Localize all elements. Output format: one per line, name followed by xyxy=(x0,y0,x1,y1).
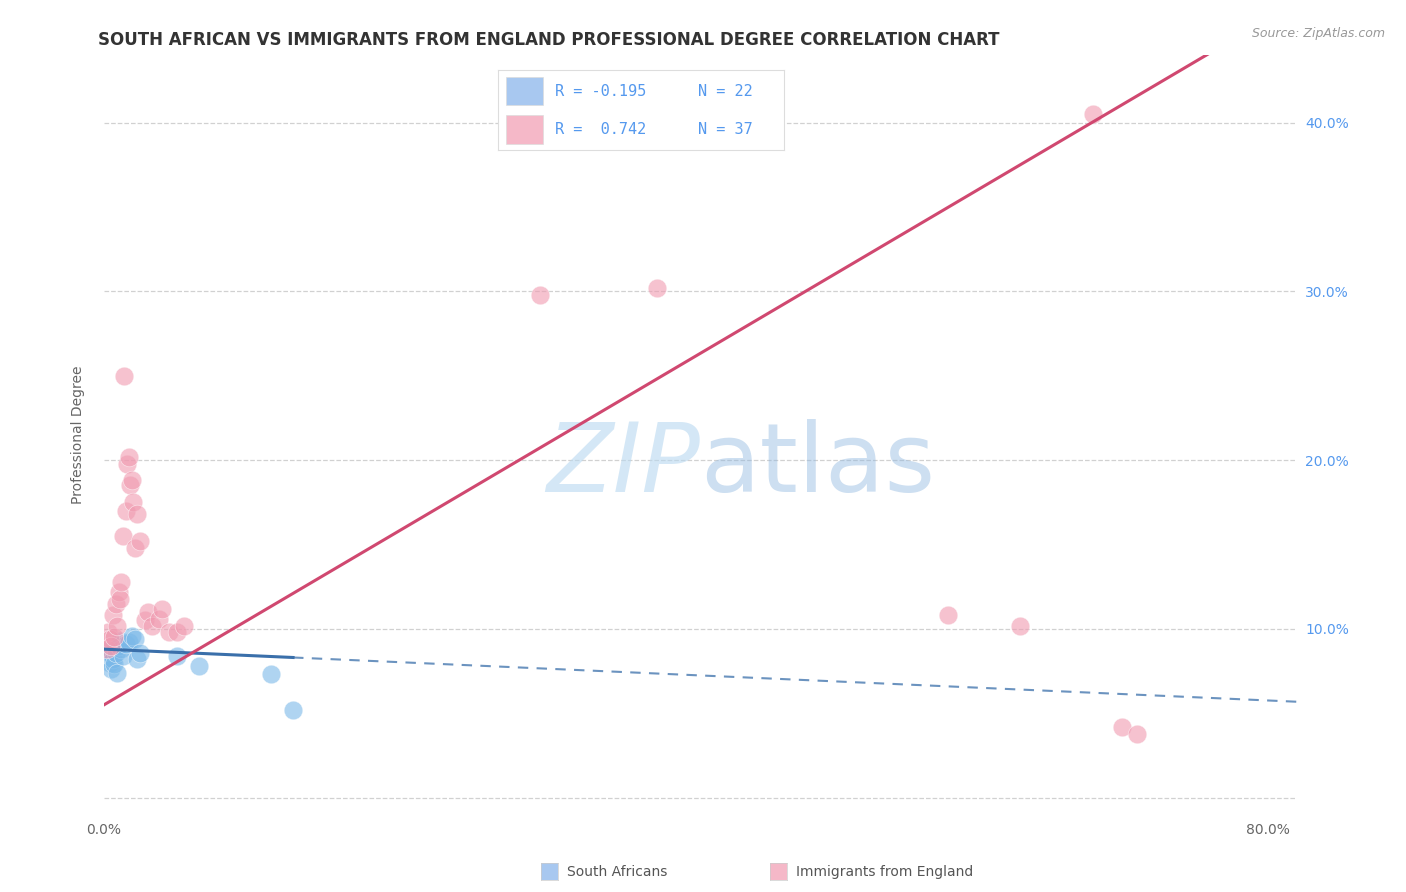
Point xyxy=(97,625,120,640)
Point xyxy=(121,629,143,643)
Point xyxy=(166,648,188,663)
Point xyxy=(122,495,145,509)
Point xyxy=(529,287,551,301)
Point xyxy=(127,507,149,521)
Point xyxy=(281,703,304,717)
Point xyxy=(121,474,143,488)
Point xyxy=(936,608,959,623)
Point xyxy=(104,597,127,611)
Point xyxy=(103,631,125,645)
Point xyxy=(1010,618,1032,632)
Point xyxy=(645,281,668,295)
Text: atlas: atlas xyxy=(700,418,935,512)
Point xyxy=(159,625,181,640)
Point xyxy=(260,667,283,681)
Point xyxy=(97,650,120,665)
Point xyxy=(107,584,129,599)
Point xyxy=(111,529,134,543)
Point xyxy=(96,642,118,657)
Text: South Africans: South Africans xyxy=(567,865,666,880)
Point xyxy=(110,574,132,589)
Point xyxy=(1125,726,1147,740)
Text: SOUTH AFRICAN VS IMMIGRANTS FROM ENGLAND PROFESSIONAL DEGREE CORRELATION CHART: SOUTH AFRICAN VS IMMIGRANTS FROM ENGLAND… xyxy=(98,31,1000,49)
Point xyxy=(120,478,142,492)
Point xyxy=(173,618,195,632)
Point xyxy=(136,605,159,619)
Text: Source: ZipAtlas.com: Source: ZipAtlas.com xyxy=(1251,27,1385,40)
Point xyxy=(104,646,127,660)
Point xyxy=(98,656,121,670)
Point xyxy=(100,639,122,653)
Point xyxy=(118,450,141,464)
Point xyxy=(103,657,125,672)
Point xyxy=(111,648,134,663)
Point xyxy=(166,625,188,640)
Point xyxy=(148,612,170,626)
Point xyxy=(108,591,131,606)
Point xyxy=(105,618,128,632)
Point xyxy=(101,608,124,623)
Point xyxy=(105,665,128,680)
Point xyxy=(141,618,163,632)
Point xyxy=(124,632,146,646)
Point xyxy=(112,368,135,383)
Point xyxy=(110,642,132,657)
Point xyxy=(96,644,118,658)
Point xyxy=(129,646,152,660)
Text: Immigrants from England: Immigrants from England xyxy=(796,865,973,880)
Point xyxy=(98,632,121,646)
Point xyxy=(117,457,139,471)
Y-axis label: Professional Degree: Professional Degree xyxy=(72,366,86,504)
Point xyxy=(129,534,152,549)
Point xyxy=(1111,720,1133,734)
Point xyxy=(118,635,141,649)
Point xyxy=(114,637,136,651)
Point xyxy=(127,652,149,666)
Point xyxy=(124,541,146,555)
Point xyxy=(108,633,131,648)
Point xyxy=(134,614,156,628)
Point xyxy=(1081,107,1104,121)
Point xyxy=(100,662,122,676)
Text: ZIP: ZIP xyxy=(547,418,700,512)
Point xyxy=(107,639,129,653)
Point xyxy=(101,652,124,666)
Point xyxy=(150,601,173,615)
Point xyxy=(187,659,209,673)
Point xyxy=(114,504,136,518)
